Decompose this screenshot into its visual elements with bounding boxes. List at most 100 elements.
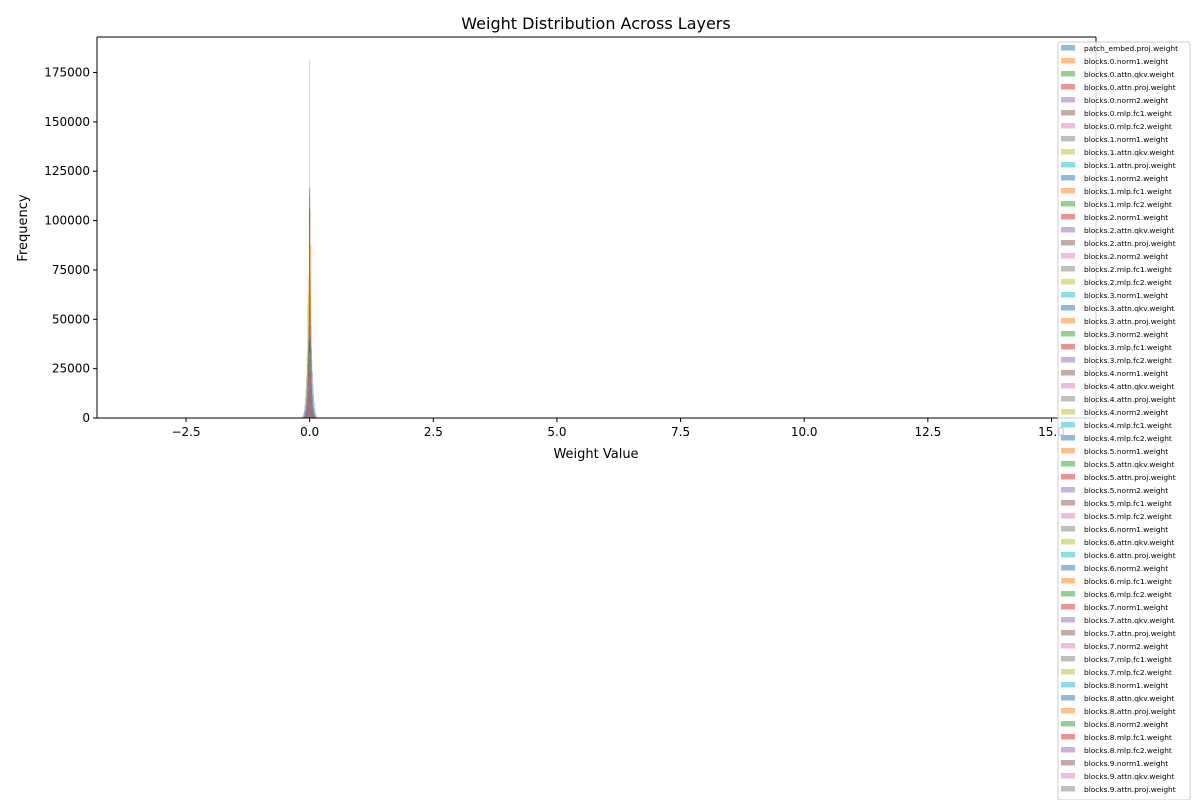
histogram-bar <box>312 406 314 418</box>
legend-label: blocks.7.norm2.weight <box>1084 642 1168 651</box>
legend-label: blocks.6.norm1.weight <box>1084 525 1168 534</box>
legend-swatch <box>1061 539 1075 545</box>
legend-swatch <box>1061 175 1075 181</box>
histogram-bar <box>306 356 308 418</box>
legend-label: blocks.4.mlp.fc1.weight <box>1084 421 1172 430</box>
legend-swatch <box>1061 656 1075 662</box>
chart-title: Weight Distribution Across Layers <box>461 14 730 33</box>
histogram-bar <box>307 274 309 418</box>
legend-label: blocks.5.norm2.weight <box>1084 486 1168 495</box>
legend-swatch <box>1061 201 1075 207</box>
histogram-bar <box>304 415 306 418</box>
legend-frame <box>1057 41 1191 800</box>
legend-swatch <box>1061 734 1075 740</box>
histogram-bar <box>305 394 307 418</box>
y-axis-ticks: 0 25000 50000 75000 100000 125000 150000 175000 <box>44 66 97 425</box>
legend-label: blocks.4.attn.qkv.weight <box>1084 382 1174 391</box>
legend-swatch <box>1061 97 1075 103</box>
legend-label: blocks.8.mlp.fc2.weight <box>1084 746 1172 755</box>
x-tick-label: 5.0 <box>547 425 566 439</box>
histogram-bar <box>315 412 316 418</box>
legend-swatch <box>1061 279 1075 285</box>
histogram-bar <box>305 409 307 418</box>
legend-items: patch_embed.proj.weight blocks.0.norm1.we… <box>1061 44 1178 794</box>
legend-swatch <box>1061 786 1075 792</box>
legend-label: blocks.2.norm1.weight <box>1084 213 1168 222</box>
legend-label: blocks.4.mlp.fc2.weight <box>1084 434 1172 443</box>
histogram-bar <box>314 416 315 418</box>
histogram-bar <box>315 414 317 418</box>
histogram-bar <box>305 397 306 418</box>
histogram-bar <box>307 305 308 418</box>
legend-label: blocks.8.attn.qkv.weight <box>1084 694 1174 703</box>
y-tick-label: 125000 <box>44 164 90 178</box>
legend-label: blocks.0.attn.qkv.weight <box>1084 70 1174 79</box>
legend-swatch <box>1061 370 1075 376</box>
legend-label: blocks.0.mlp.fc1.weight <box>1084 109 1172 118</box>
legend-label: blocks.8.attn.proj.weight <box>1084 707 1176 716</box>
histogram-bar <box>304 404 306 418</box>
legend-swatch <box>1061 253 1075 259</box>
legend-swatch <box>1061 45 1075 51</box>
legend-swatch <box>1061 695 1075 701</box>
x-tick-label: 7.5 <box>671 425 690 439</box>
histogram-bar <box>308 384 309 418</box>
legend-label: blocks.9.attn.proj.weight <box>1084 785 1176 794</box>
legend-label: blocks.2.mlp.fc1.weight <box>1084 265 1172 274</box>
legend-label: blocks.4.norm2.weight <box>1084 408 1168 417</box>
legend-swatch <box>1061 773 1075 779</box>
legend-label: blocks.4.attn.proj.weight <box>1084 395 1176 404</box>
legend-swatch <box>1061 318 1075 324</box>
histogram-bar <box>302 415 304 418</box>
x-axis-ticks: −2.5 0.0 2.5 5.0 7.5 10.0 12.5 15.0 <box>171 418 1065 439</box>
histogram-bar <box>305 413 306 418</box>
histogram-bar <box>311 399 313 418</box>
histogram-bar <box>314 408 316 418</box>
legend-swatch <box>1061 422 1075 428</box>
legend-swatch <box>1061 526 1075 532</box>
x-tick-label: 12.5 <box>914 425 941 439</box>
histogram-bar <box>313 414 315 418</box>
histogram-bar <box>307 390 309 418</box>
y-tick-label: 100000 <box>44 214 90 228</box>
legend-swatch <box>1061 552 1075 558</box>
legend-label: blocks.3.norm2.weight <box>1084 330 1168 339</box>
legend-swatch <box>1061 474 1075 480</box>
legend-label: blocks.7.norm1.weight <box>1084 603 1168 612</box>
histogram-bar <box>310 380 311 418</box>
legend-label: blocks.4.norm1.weight <box>1084 369 1168 378</box>
legend-label: blocks.2.norm2.weight <box>1084 252 1168 261</box>
histogram-bars <box>301 60 318 419</box>
legend-swatch <box>1061 266 1075 272</box>
histogram-bar <box>303 410 305 418</box>
legend-swatch <box>1061 643 1075 649</box>
histogram-bar <box>308 379 310 418</box>
y-tick-label: 175000 <box>44 66 90 80</box>
legend-swatch <box>1061 71 1075 77</box>
legend-swatch <box>1061 565 1075 571</box>
legend-label: patch_embed.proj.weight <box>1084 44 1178 53</box>
histogram-bar <box>311 392 312 418</box>
legend-swatch <box>1061 448 1075 454</box>
legend-label: blocks.1.mlp.fc2.weight <box>1084 200 1172 209</box>
legend-label: blocks.5.attn.qkv.weight <box>1084 460 1174 469</box>
legend-label: blocks.5.mlp.fc1.weight <box>1084 499 1172 508</box>
legend-label: blocks.1.attn.qkv.weight <box>1084 148 1174 157</box>
legend-swatch <box>1061 487 1075 493</box>
legend-label: blocks.3.mlp.fc1.weight <box>1084 343 1172 352</box>
legend-swatch <box>1061 708 1075 714</box>
legend-label: blocks.0.attn.proj.weight <box>1084 83 1176 92</box>
legend-swatch <box>1061 617 1075 623</box>
y-tick-label: 25000 <box>52 362 90 376</box>
legend-swatch <box>1061 188 1075 194</box>
y-tick-label: 0 <box>82 411 90 425</box>
histogram-bar <box>313 410 314 418</box>
legend-label: blocks.6.mlp.fc1.weight <box>1084 577 1172 586</box>
legend-swatch <box>1061 110 1075 116</box>
legend-swatch <box>1061 721 1075 727</box>
legend-label: blocks.3.mlp.fc2.weight <box>1084 356 1172 365</box>
legend-label: blocks.6.attn.proj.weight <box>1084 551 1176 560</box>
legend-swatch <box>1061 58 1075 64</box>
legend-swatch <box>1061 591 1075 597</box>
